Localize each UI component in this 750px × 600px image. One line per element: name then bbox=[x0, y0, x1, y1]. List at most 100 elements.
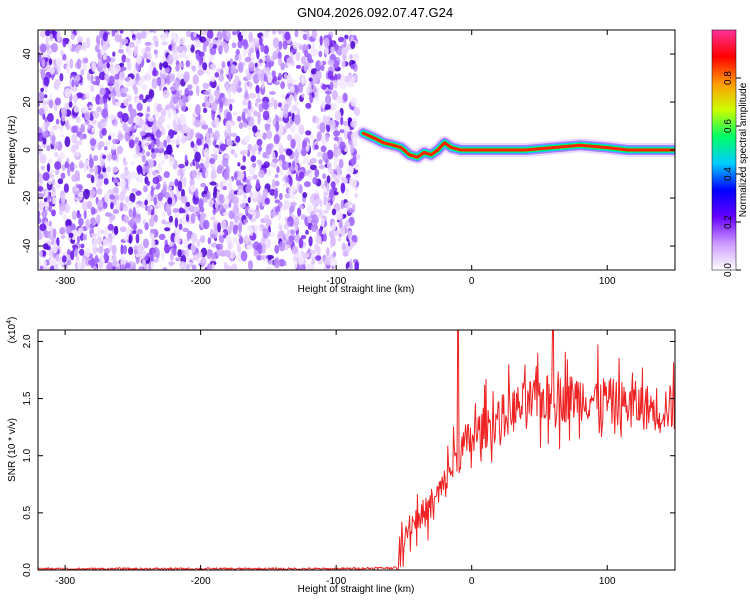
spectrogram-cell bbox=[174, 178, 179, 187]
spectrogram-cell bbox=[60, 49, 64, 56]
spectrogram-cell bbox=[305, 44, 310, 50]
spectrogram-cell bbox=[148, 64, 153, 72]
spectrogram-cell bbox=[152, 30, 157, 34]
spectrogram-cell bbox=[125, 168, 129, 177]
x-tick-label: -100 bbox=[326, 276, 346, 287]
spectrogram-cell bbox=[128, 246, 134, 255]
spectrogram-cell bbox=[176, 72, 184, 79]
spectrogram-cell bbox=[260, 243, 267, 255]
spectrogram-cell bbox=[141, 84, 148, 91]
spectrogram-cell bbox=[128, 208, 133, 218]
spectrogram-cell bbox=[305, 130, 312, 136]
spectrogram-cell bbox=[277, 30, 283, 35]
spectrogram-cell bbox=[164, 191, 170, 199]
spectrogram-cell bbox=[91, 61, 97, 72]
spectrogram-cell bbox=[274, 80, 280, 86]
spectrogram-cell bbox=[202, 82, 210, 90]
spectrogram-cell bbox=[222, 157, 229, 167]
spectrogram-cell bbox=[212, 208, 216, 216]
snr-y-label: SNR (10 * v/v) bbox=[7, 418, 18, 482]
spectrogram-cell bbox=[161, 159, 165, 165]
spectrogram-cell bbox=[109, 57, 116, 63]
spectrogram-cell bbox=[342, 250, 349, 257]
spectrogram-cell bbox=[76, 235, 81, 244]
spectrogram-cell bbox=[73, 164, 78, 169]
spectrogram-cell bbox=[223, 43, 230, 54]
spectrogram-cell bbox=[193, 146, 198, 154]
spectrogram-cell bbox=[237, 184, 244, 190]
spectrogram-cell bbox=[319, 122, 326, 134]
spectrogram-cell bbox=[177, 249, 182, 258]
spectrogram-cell bbox=[222, 211, 229, 216]
spectrogram-cell bbox=[236, 243, 241, 253]
spectrogram-cell bbox=[45, 189, 49, 198]
spectrogram-cell bbox=[238, 62, 244, 73]
spectrogram-cell bbox=[66, 249, 71, 255]
spectrogram-cell bbox=[96, 106, 102, 112]
spectrogram-cell bbox=[246, 244, 253, 250]
spectrogram-cell bbox=[143, 238, 149, 249]
spectrogram-cell bbox=[321, 100, 326, 109]
spectrogram-cell bbox=[119, 201, 124, 212]
spectrogram-cell bbox=[211, 262, 215, 270]
spectrogram-cell bbox=[55, 141, 59, 149]
spectrogram-cell bbox=[248, 62, 255, 68]
spectrogram-cell bbox=[155, 129, 162, 138]
spectrogram-cell bbox=[195, 85, 200, 96]
spectrogram-cell bbox=[329, 81, 334, 91]
spectrogram-cell bbox=[179, 169, 184, 181]
spectrogram-cell bbox=[234, 152, 238, 158]
spectrogram-cell bbox=[80, 123, 85, 133]
spectrogram-cell bbox=[216, 167, 223, 174]
spectrogram-cell bbox=[339, 141, 346, 151]
spectrogram-cell bbox=[188, 205, 195, 213]
spectrogram-cell bbox=[190, 141, 195, 148]
spectrogram-cell bbox=[238, 122, 244, 129]
spectrogram-cell bbox=[150, 253, 154, 262]
spectrogram-cell bbox=[161, 126, 166, 136]
spectrogram-cell bbox=[120, 179, 126, 190]
spectrogram-cell bbox=[278, 144, 284, 156]
spectrogram-cell bbox=[312, 73, 319, 85]
spectrogram-cell bbox=[108, 93, 113, 98]
spectrogram-cell bbox=[297, 207, 302, 217]
spectrogram-cell bbox=[230, 64, 237, 75]
spectrogram-cell bbox=[156, 103, 163, 113]
spectrogram-cell bbox=[128, 103, 133, 110]
spectrogram-cell bbox=[111, 259, 118, 268]
spectrogram-cell bbox=[326, 149, 334, 160]
spectrogram-cell bbox=[255, 84, 260, 94]
spectrogram-cell bbox=[183, 176, 187, 188]
spectrogram-cell bbox=[114, 34, 121, 43]
spectrogram-cell bbox=[76, 58, 82, 70]
spectrogram-cell bbox=[136, 102, 143, 112]
spectrogram-cell bbox=[344, 221, 351, 230]
spectrogram-cell bbox=[331, 89, 338, 101]
spectrogram-cell bbox=[286, 56, 293, 64]
spectrogram-cell bbox=[269, 91, 276, 95]
spectrogram-cell bbox=[119, 62, 125, 67]
spectrogram-cell bbox=[304, 49, 309, 58]
spectrogram-cell bbox=[145, 113, 150, 118]
spectrogram-cell bbox=[179, 218, 183, 224]
spectrogram-cell bbox=[96, 187, 103, 195]
spectrogram-cell bbox=[326, 175, 331, 184]
spectrogram-cell bbox=[214, 72, 220, 78]
spectrogram-cell bbox=[315, 198, 322, 205]
spectrogram-cell bbox=[146, 180, 151, 186]
spectrogram-cell bbox=[151, 133, 155, 140]
spectrogram-cell bbox=[310, 224, 317, 232]
spectrogram-cell bbox=[135, 190, 142, 196]
spectrogram-cell bbox=[77, 127, 81, 132]
spectrogram-cell bbox=[322, 173, 327, 180]
spectrogram-cell bbox=[90, 217, 96, 225]
spectrogram-cell bbox=[294, 30, 299, 38]
spectrogram-cell bbox=[274, 244, 280, 254]
spectrogram-cell bbox=[46, 163, 51, 173]
spectrogram-cell bbox=[347, 117, 353, 122]
spectrogram-cell bbox=[127, 200, 134, 208]
spectrogram-cell bbox=[340, 182, 346, 194]
spectrogram-cell bbox=[331, 208, 337, 216]
spectrogram-cell bbox=[219, 181, 224, 190]
spectrogram-cell bbox=[99, 87, 106, 96]
